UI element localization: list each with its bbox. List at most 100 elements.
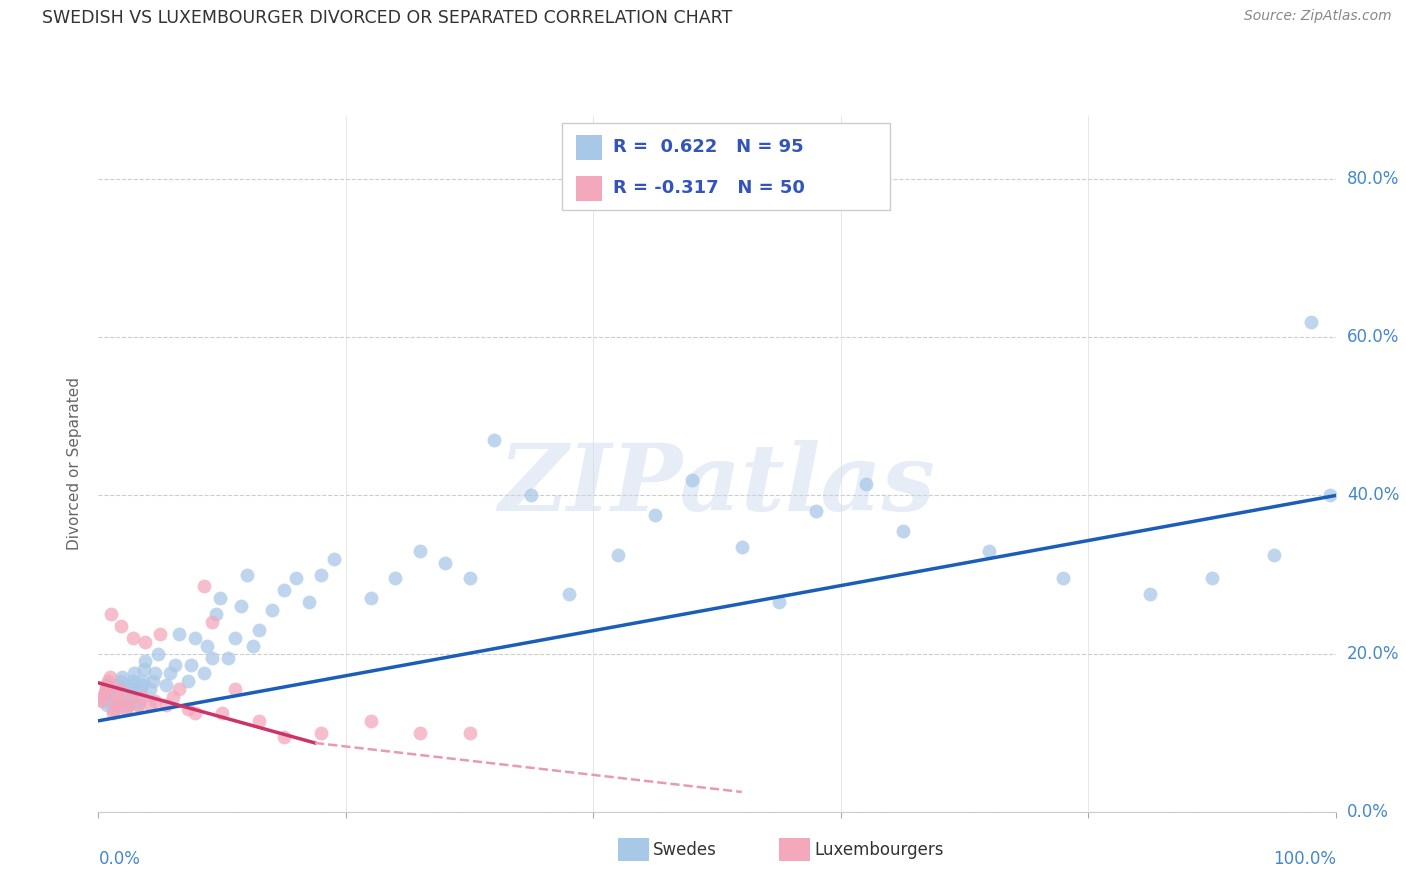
Text: 0.0%: 0.0% <box>98 850 141 868</box>
Point <box>103 694 125 708</box>
Text: 40.0%: 40.0% <box>1347 486 1399 505</box>
Point <box>127 698 149 712</box>
Point <box>104 698 127 712</box>
Point <box>804 504 827 518</box>
Point <box>176 674 198 689</box>
Point <box>184 631 207 645</box>
Text: 100.0%: 100.0% <box>1272 850 1336 868</box>
Point <box>167 627 190 641</box>
Point <box>97 674 120 689</box>
Point <box>184 706 207 720</box>
Text: R = -0.317   N = 50: R = -0.317 N = 50 <box>613 179 804 197</box>
Point <box>120 682 142 697</box>
Point <box>1201 572 1223 586</box>
Point <box>93 686 115 700</box>
Point <box>121 678 143 692</box>
Text: Swedes: Swedes <box>654 841 717 859</box>
Point <box>93 686 115 700</box>
Point <box>1263 548 1285 562</box>
Point <box>111 670 134 684</box>
Point <box>110 619 132 633</box>
Point <box>134 655 156 669</box>
Point <box>155 698 177 712</box>
Point <box>201 615 224 629</box>
Point <box>273 730 295 744</box>
Point <box>159 666 181 681</box>
Point <box>247 714 270 728</box>
Point <box>143 666 166 681</box>
Y-axis label: Divorced or Separated: Divorced or Separated <box>67 377 83 550</box>
Point <box>98 670 121 684</box>
Text: 0.0%: 0.0% <box>1347 803 1389 821</box>
Point <box>211 706 233 720</box>
Point <box>139 698 162 712</box>
Text: SWEDISH VS LUXEMBOURGER DIVORCED OR SEPARATED CORRELATION CHART: SWEDISH VS LUXEMBOURGER DIVORCED OR SEPA… <box>42 9 733 27</box>
Point <box>110 674 132 689</box>
Point <box>107 682 129 697</box>
Point <box>120 690 142 704</box>
Point <box>855 476 877 491</box>
Point <box>114 702 136 716</box>
Point <box>139 682 162 697</box>
Point <box>360 714 382 728</box>
Point <box>104 690 127 704</box>
Point <box>124 666 146 681</box>
Point <box>103 702 125 716</box>
Point <box>247 623 270 637</box>
Point <box>134 634 156 648</box>
Point <box>129 682 152 697</box>
Point <box>1139 587 1161 601</box>
Point <box>108 678 131 692</box>
Point <box>979 543 1001 558</box>
Point <box>229 599 252 614</box>
Text: 20.0%: 20.0% <box>1347 645 1399 663</box>
Point <box>731 540 754 554</box>
Point <box>224 682 246 697</box>
Point <box>409 543 432 558</box>
Point <box>205 607 228 621</box>
Point <box>309 725 332 739</box>
Point <box>458 725 481 739</box>
Point <box>433 556 456 570</box>
Point <box>236 567 259 582</box>
Point <box>122 631 145 645</box>
Point <box>128 694 150 708</box>
Point <box>108 682 131 697</box>
Point <box>162 690 184 704</box>
Point <box>1052 572 1074 586</box>
Point <box>242 639 264 653</box>
Point <box>1319 488 1341 502</box>
Text: 60.0%: 60.0% <box>1347 328 1399 346</box>
Point <box>224 631 246 645</box>
Point <box>94 682 117 697</box>
Point <box>122 674 145 689</box>
Text: 80.0%: 80.0% <box>1347 170 1399 188</box>
Point <box>322 551 344 566</box>
Point <box>91 694 114 708</box>
Point <box>193 666 215 681</box>
Point <box>149 627 172 641</box>
Point <box>384 572 406 586</box>
Point <box>180 658 202 673</box>
Point <box>193 579 215 593</box>
Point <box>117 698 139 712</box>
Point <box>195 639 218 653</box>
Text: ZIPatlas: ZIPatlas <box>499 440 935 530</box>
Point <box>93 690 115 704</box>
Text: R =  0.622   N = 95: R = 0.622 N = 95 <box>613 138 804 156</box>
Point <box>484 433 506 447</box>
Point <box>142 674 165 689</box>
Point <box>644 508 666 523</box>
Point <box>98 686 121 700</box>
Point <box>208 591 231 606</box>
Point <box>520 488 543 502</box>
Point <box>96 678 118 692</box>
Point <box>94 678 117 692</box>
Point <box>131 678 153 692</box>
Text: Source: ZipAtlas.com: Source: ZipAtlas.com <box>1244 9 1392 23</box>
Point <box>891 524 914 538</box>
Point <box>217 650 239 665</box>
Point <box>100 607 122 621</box>
Point <box>117 694 139 708</box>
Point <box>118 690 141 704</box>
